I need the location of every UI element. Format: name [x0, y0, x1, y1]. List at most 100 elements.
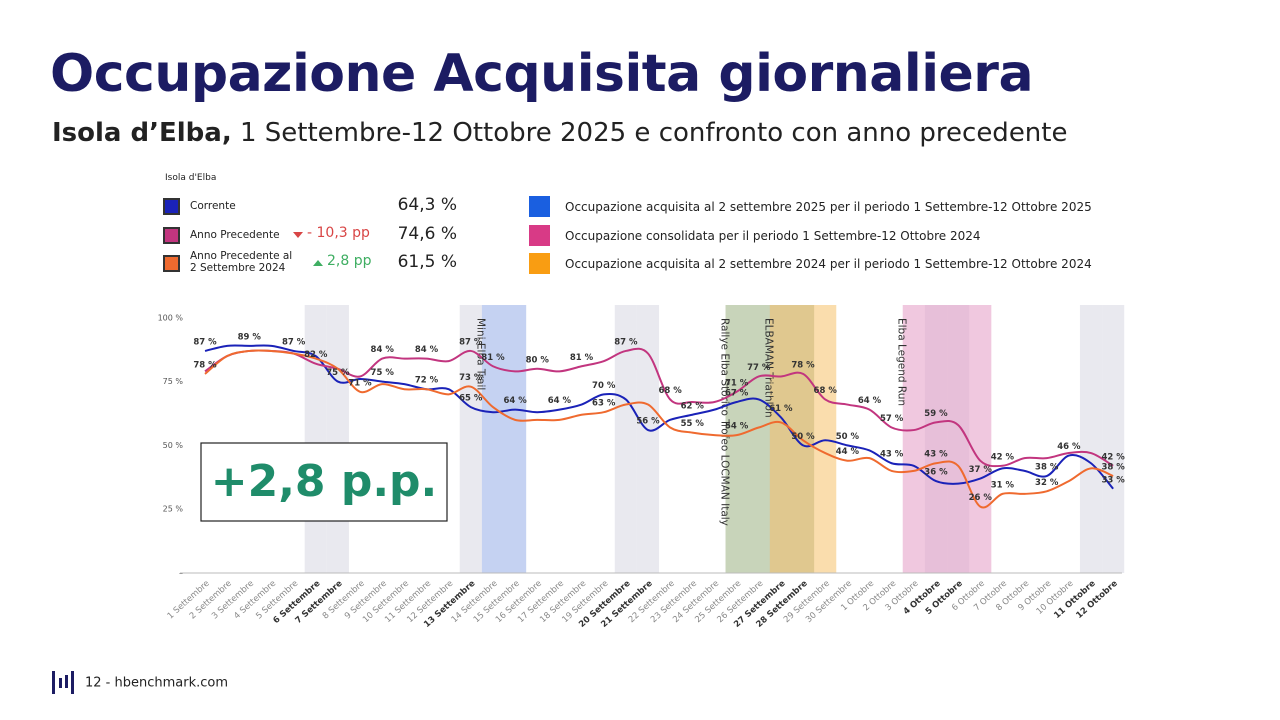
- event-label: Mini Elba Trail: [475, 318, 487, 390]
- data-label: 50 %: [791, 432, 815, 442]
- series-line: [204, 344, 1114, 490]
- data-label: 59 %: [924, 409, 948, 419]
- description-swatch: [529, 196, 550, 217]
- event-label: Rallye Elba Storico Trofeo LOCMAN Italy: [718, 318, 730, 526]
- legend-title: Isola d'Elba: [165, 173, 217, 183]
- description: Occupazione consolidata per il periodo 1…: [565, 228, 981, 243]
- event-band: [769, 305, 837, 573]
- logo: [52, 671, 74, 694]
- data-label: 63 %: [592, 399, 616, 409]
- subtitle-bold: Isola d’Elba,: [52, 118, 232, 148]
- legend-swatch: [163, 198, 180, 215]
- data-label: 81 %: [481, 353, 505, 363]
- data-label: 68 %: [814, 386, 838, 396]
- data-label: 65 %: [459, 394, 483, 404]
- data-label: 80 %: [526, 355, 550, 365]
- data-label: 84 %: [415, 345, 439, 355]
- description-swatch: [529, 253, 550, 274]
- legend-label: Anno Precedente: [190, 229, 280, 241]
- description: Occupazione acquisita al 2 settembre 202…: [565, 257, 1092, 271]
- data-label: 32 %: [1035, 478, 1059, 488]
- legend-label: Anno Precedente al 2 Settembre 2024: [190, 250, 293, 274]
- data-label: 33 %: [1101, 475, 1125, 485]
- weekend-band: [636, 305, 660, 573]
- data-label: 64 %: [858, 396, 882, 406]
- data-label: 87 %: [193, 337, 217, 347]
- data-label: 42 %: [1101, 452, 1125, 462]
- delta-arrow: [293, 232, 303, 238]
- legend-swatch: [163, 227, 180, 244]
- data-label: 82 %: [304, 350, 328, 360]
- data-label: 77 %: [747, 363, 771, 373]
- data-label: 37 %: [969, 465, 993, 475]
- data-label: 75 %: [371, 368, 395, 378]
- weekend-band: [304, 305, 327, 573]
- data-label: 89 %: [238, 332, 262, 342]
- data-label: 38 %: [1035, 463, 1059, 473]
- y-tick-label: 25 %: [163, 505, 184, 514]
- data-label: 43 %: [924, 450, 948, 460]
- series-line: [204, 347, 1114, 468]
- event-band: [481, 305, 527, 573]
- subtitle-text: 1 Settembre-12 Ottobre 2025 e confronto …: [239, 118, 1068, 148]
- data-label: 73 %: [459, 373, 483, 383]
- data-label: 50 %: [836, 432, 860, 442]
- data-label: 87 %: [459, 337, 483, 347]
- subtitle: Isola d’Elba, 1 Settembre-12 Ottobre 202…: [52, 118, 1067, 148]
- data-label: 64 %: [548, 396, 572, 406]
- description: Occupazione acquisita al 2 settembre 202…: [565, 200, 1092, 214]
- weekend-band: [459, 305, 482, 573]
- data-label: 68 %: [658, 386, 682, 396]
- title: Occupazione Acquisita giornaliera: [50, 44, 1034, 104]
- data-label: 38 %: [1101, 463, 1125, 473]
- event-label: Elba Legend Run: [896, 318, 908, 406]
- data-label: 62 %: [681, 401, 705, 411]
- weekend-band: [1102, 305, 1125, 573]
- y-tick-label: 100 %: [158, 313, 184, 322]
- data-label: 64 %: [503, 396, 527, 406]
- legend-value: 61,5 %: [397, 252, 457, 272]
- data-label: 71 %: [348, 378, 372, 388]
- data-label: 44 %: [836, 447, 860, 457]
- footer: 12 - hbenchmark.com: [85, 676, 228, 691]
- weekend-band: [1079, 305, 1103, 573]
- legend-value: 74,6 %: [397, 224, 457, 244]
- y-tick-label: 50 %: [163, 441, 184, 450]
- series-line: [204, 349, 1114, 509]
- data-label: 87 %: [282, 337, 306, 347]
- data-label: 46 %: [1057, 442, 1081, 452]
- data-label: 87 %: [614, 337, 638, 347]
- data-label: 57 %: [880, 414, 904, 424]
- callout-box: [200, 442, 448, 522]
- data-label: 75 %: [326, 368, 350, 378]
- event-band: [902, 305, 992, 573]
- data-label: 36 %: [924, 468, 948, 478]
- data-label: 42 %: [991, 452, 1015, 462]
- legend-value: 64,3 %: [397, 195, 457, 215]
- legend-label: Corrente: [190, 200, 236, 212]
- delta-arrow: [313, 260, 323, 266]
- data-label: 56 %: [636, 417, 660, 427]
- legend-delta: 2,8 pp: [327, 253, 372, 269]
- y-tick-label: –: [179, 569, 183, 578]
- y-tick-label: 75 %: [163, 377, 184, 386]
- data-label: 81 %: [570, 353, 594, 363]
- callout: +2,8 p.p.: [211, 456, 438, 507]
- description-swatch: [529, 224, 550, 246]
- data-label: 78 %: [791, 360, 815, 370]
- data-label: 55 %: [681, 419, 705, 429]
- data-label: 61 %: [769, 404, 793, 414]
- weekend-band: [326, 305, 349, 573]
- legend-delta: - 10,3 pp: [307, 225, 370, 241]
- data-label: 84 %: [371, 345, 395, 355]
- data-label: 71 %: [725, 378, 749, 388]
- data-label: 54 %: [725, 422, 749, 432]
- data-label: 78 %: [193, 360, 217, 370]
- event-label: ELBAMAN Triathlon: [763, 318, 775, 418]
- weekend-band: [614, 305, 637, 573]
- legend-swatch: [163, 255, 180, 272]
- data-label: 72 %: [415, 376, 439, 386]
- data-label: 31 %: [991, 480, 1015, 490]
